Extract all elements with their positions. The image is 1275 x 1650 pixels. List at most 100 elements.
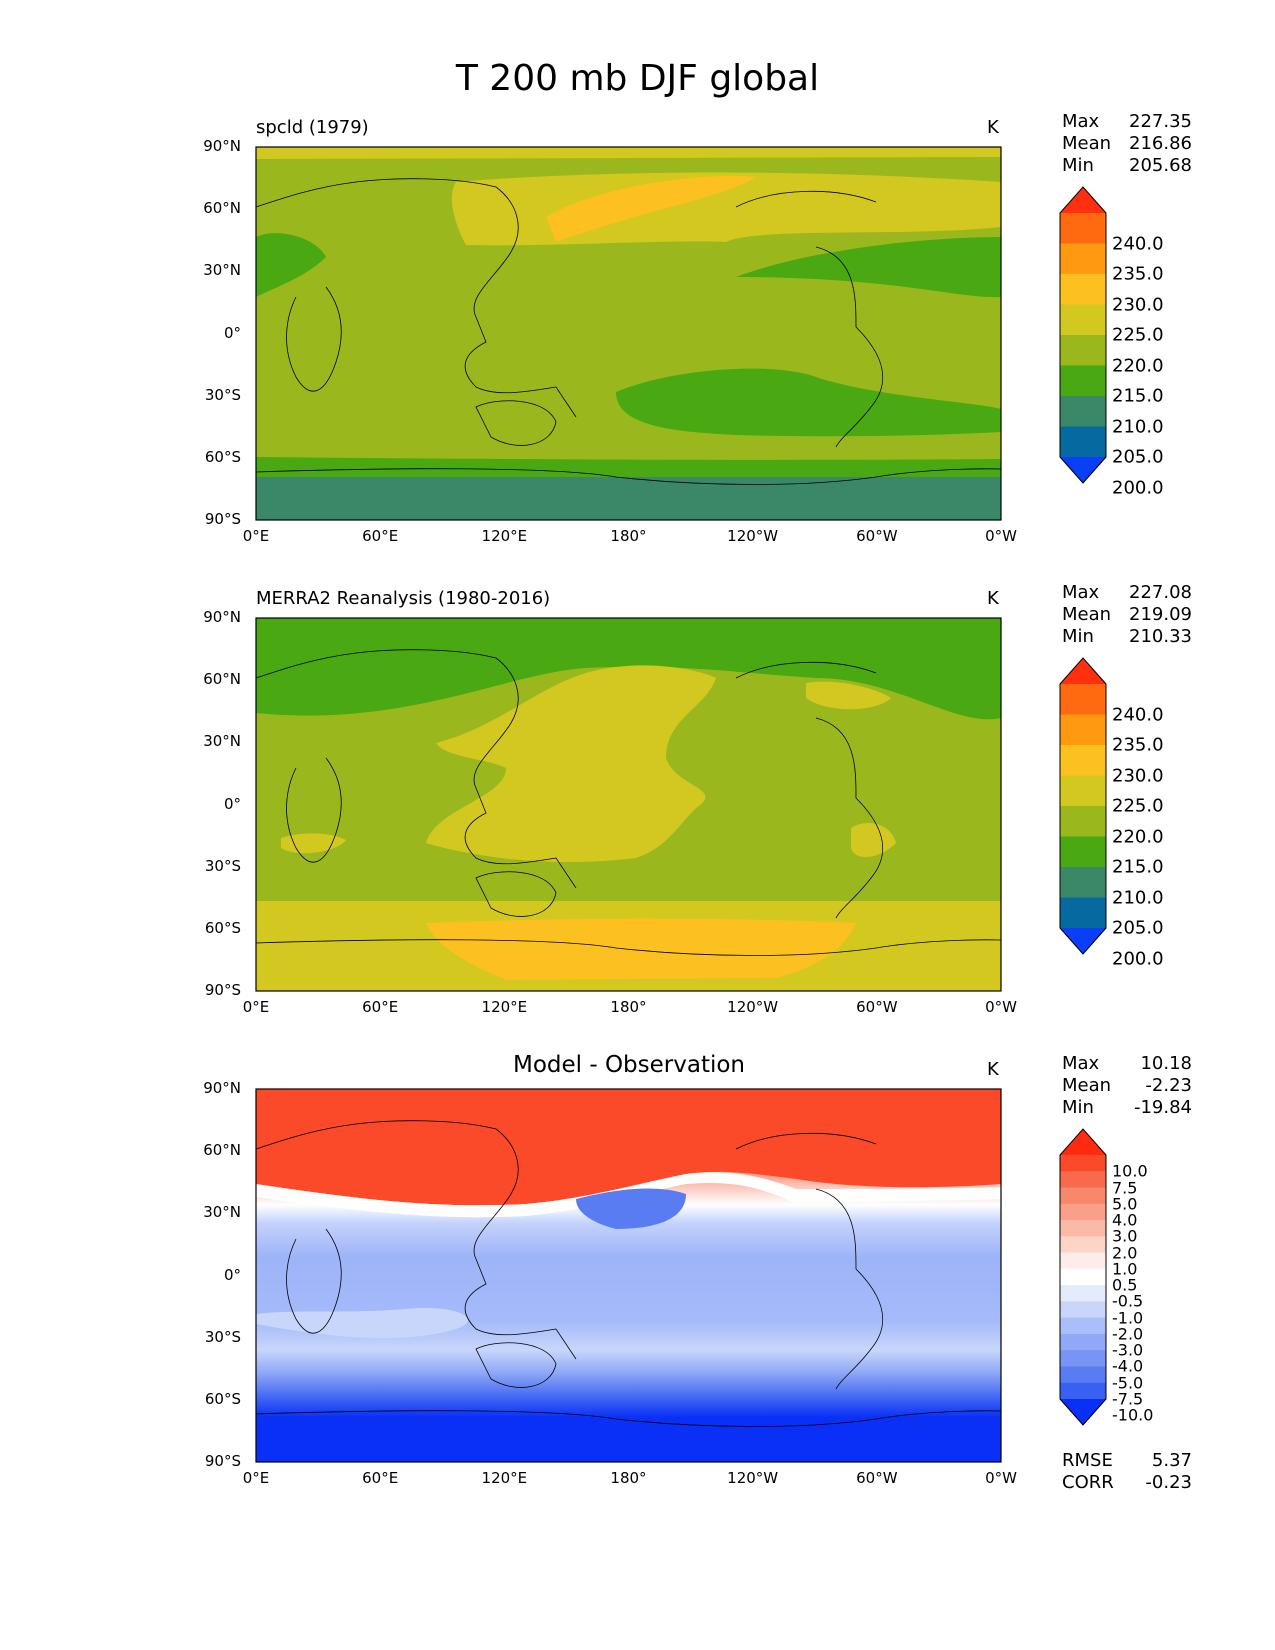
colorbar-tick-label: 210.0: [1112, 887, 1164, 908]
y-tick-label: 90°N: [203, 608, 241, 626]
panel-stats: Max 227.08 Mean 219.09 Min 210.33: [1062, 582, 1192, 648]
region-north-green: [256, 618, 1001, 720]
colorbar-cell: [1060, 365, 1106, 397]
colorbar-cell: [1060, 745, 1106, 777]
stat-max-label: Max: [1062, 582, 1100, 603]
colorbar-tick-label: 240.0: [1112, 233, 1164, 254]
x-tick-label: 120°E: [481, 998, 528, 1016]
x-tick-label: 120°E: [481, 1469, 528, 1487]
y-tick-label: 30°S: [204, 385, 241, 404]
colorbar-extend-min: [1060, 1399, 1106, 1425]
y-tick-label: 90°S: [204, 1452, 241, 1470]
x-tick-label: 60°W: [856, 527, 898, 545]
metrics: RMSE 5.37 CORR -0.23: [1062, 1450, 1192, 1494]
colorbar-tick-label: -5.0: [1112, 1373, 1144, 1393]
stat-min-label: Min: [1062, 626, 1094, 647]
colorbar-cell: [1060, 775, 1106, 807]
colorbar-tick-label: 205.0: [1112, 446, 1164, 468]
map-model: [255, 146, 1002, 521]
colorbar-cell: [1060, 1366, 1106, 1384]
colorbar-cell: [1060, 897, 1106, 929]
colorbar-cell: [1060, 1285, 1106, 1302]
panel-units: K: [987, 1059, 999, 1080]
panel-observation: MERRA2 Reanalysis (1980-2016) K Max 227.0…: [0, 582, 1275, 1088]
x-tick-label: 0°E: [242, 1469, 270, 1487]
colorbar-tick-label: -2.0: [1112, 1324, 1144, 1344]
y-tick-label: 60°N: [203, 670, 241, 689]
colorbar-tick-label: 240.0: [1112, 704, 1164, 725]
colorbar-tick-label: 7.5: [1112, 1178, 1138, 1198]
map-observation: [255, 617, 1002, 992]
colorbar-cell: [1060, 304, 1106, 336]
region-atlantic-yellow: [806, 681, 891, 710]
colorbar-cell: [1060, 1203, 1106, 1221]
stat-max-value: 227.08: [1129, 582, 1192, 603]
x-tick-label: 60°E: [362, 527, 399, 545]
x-tick-label: 60°E: [362, 1469, 399, 1487]
colorbar-tick-label: 200.0: [1112, 948, 1164, 969]
panel-stats: Max 227.35 Mean 216.86 Min 205.68: [1062, 111, 1192, 177]
colorbar-tick-label: -3.0: [1112, 1340, 1144, 1360]
x-tick-label: 180°: [610, 998, 647, 1016]
coastlines: [255, 649, 1002, 956]
colorbar: [1059, 186, 1107, 484]
y-tick-label: 30°S: [204, 856, 241, 875]
map-frame: [255, 1088, 1002, 1463]
colorbar-cell: [1060, 1187, 1106, 1205]
colorbar-extend-max: [1060, 1129, 1106, 1155]
colorbar-tick-label: 5.0: [1112, 1194, 1138, 1214]
region-pacific-dark-blue: [576, 1188, 686, 1229]
colorbar-tick-label: 10.0: [1112, 1161, 1148, 1181]
colorbar-cell: [1060, 1268, 1106, 1286]
colorbar-cell: [1060, 274, 1106, 306]
y-tick-label: 30°S: [204, 1327, 241, 1346]
colorbar-cell: [1060, 836, 1106, 868]
colorbar: [1059, 1128, 1107, 1426]
y-tick-label: 30°N: [203, 1203, 241, 1222]
colorbar-tick-label: 210.0: [1112, 416, 1164, 437]
colorbar-tick-label: 1.0: [1112, 1259, 1138, 1279]
panel-title: spcld (1979): [256, 117, 369, 138]
region-south-light-blue: [256, 1308, 468, 1339]
y-tick-label: 60°N: [203, 199, 241, 218]
panel-units: K: [987, 588, 999, 609]
colorbar-cell: [1060, 1317, 1106, 1335]
stat-min-label: Min: [1062, 1097, 1094, 1118]
region-north-orange: [546, 176, 756, 242]
colorbar-cell: [1060, 867, 1106, 899]
colorbar-tick-label: -10.0: [1112, 1405, 1154, 1425]
colorbar-extend-min: [1060, 928, 1106, 954]
colorbar-cell: [1060, 1333, 1106, 1351]
y-tick-label: 90°N: [203, 1079, 241, 1097]
x-tick-label: 120°E: [481, 527, 528, 545]
y-tick-label: 60°N: [203, 1141, 241, 1160]
colorbar-cell: [1060, 1382, 1106, 1400]
colorbar-tick-label: 0.5: [1112, 1275, 1138, 1295]
region-atlantic-green: [736, 237, 1001, 298]
stat-max-label: Max: [1062, 1053, 1100, 1074]
x-tick-label: 0°E: [242, 527, 270, 545]
region-europe-green: [256, 233, 326, 297]
stat-max-label: Max: [1062, 111, 1100, 132]
stat-mean-label: Mean: [1062, 604, 1112, 625]
colorbar-cell: [1060, 213, 1106, 245]
region-northpole-band: [256, 147, 1001, 159]
region-south-pacific-green: [616, 368, 1001, 437]
x-tick-label: 60°E: [362, 998, 399, 1016]
corr-label: CORR: [1062, 1472, 1114, 1493]
region-southern-green: [256, 457, 1001, 477]
colorbar-cell: [1060, 1220, 1106, 1237]
panel-difference: Model - Observation K: [0, 1052, 1275, 1559]
colorbar-tick-label: 215.0: [1112, 385, 1164, 407]
colorbar-tick-label: -1.0: [1112, 1308, 1144, 1328]
colorbar-outline: [1059, 186, 1107, 484]
x-tick-label: 0°W: [985, 527, 1017, 545]
x-tick-label: 180°: [610, 1469, 647, 1487]
colorbar-tick-label: -4.0: [1112, 1356, 1144, 1376]
colorbar-cell: [1060, 1252, 1106, 1270]
region-pacific-yellow: [426, 665, 716, 863]
panel-stats: Max 10.18 Mean -2.23 Min -19.84: [1062, 1053, 1192, 1119]
y-tick-label: 60°S: [204, 1389, 241, 1408]
colorbar-tick-label: 230.0: [1112, 294, 1164, 315]
colorbar-cell: [1060, 396, 1106, 428]
